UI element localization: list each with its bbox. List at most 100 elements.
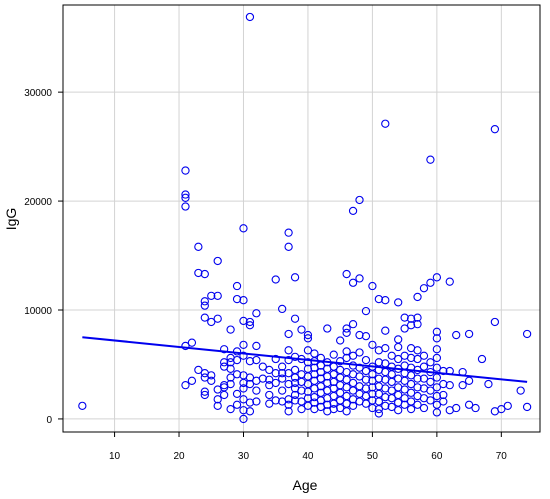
data-point (239, 351, 248, 360)
data-point (413, 354, 422, 364)
data-point (490, 317, 500, 327)
data-point (213, 291, 222, 300)
data-point (200, 297, 209, 306)
data-point (406, 371, 416, 380)
data-point (265, 390, 274, 400)
y-tick-label: 0 (46, 415, 52, 426)
data-point (239, 316, 248, 326)
data-point (239, 395, 248, 404)
data-point (239, 378, 248, 388)
data-point (245, 407, 255, 416)
data-point (387, 402, 396, 412)
data-point (426, 377, 435, 387)
data-point (271, 369, 280, 378)
data-point (361, 399, 371, 408)
data-point (297, 404, 306, 414)
data-point (342, 347, 351, 356)
data-point (426, 396, 435, 405)
plot-frame (62, 4, 541, 433)
data-point (361, 331, 371, 341)
x-tick-label: 20 (173, 451, 185, 462)
data-point (445, 381, 454, 390)
data-point (348, 401, 358, 411)
data-point (284, 329, 293, 339)
data-point (387, 370, 396, 379)
data-point (239, 414, 248, 424)
data-point (355, 348, 364, 357)
data-point (432, 373, 442, 382)
data-point (232, 400, 242, 409)
x-axis-title: Age (293, 477, 318, 493)
data-point (284, 369, 293, 378)
data-point (355, 195, 364, 205)
data-point (336, 357, 345, 366)
data-point (361, 355, 371, 365)
data-point (239, 296, 248, 305)
data-point (471, 403, 480, 413)
data-point (342, 324, 351, 333)
data-point (381, 401, 390, 411)
data-point (181, 190, 190, 199)
data-point (419, 351, 429, 360)
data-point (239, 340, 248, 350)
data-point (342, 383, 351, 392)
data-point (374, 294, 384, 304)
data-point (290, 378, 300, 388)
data-point (368, 281, 377, 291)
data-point (348, 320, 358, 329)
data-point (452, 403, 461, 413)
data-point (303, 330, 313, 340)
data-point (78, 401, 87, 411)
data-point (284, 407, 293, 416)
data-point (213, 395, 222, 404)
data-point (439, 397, 448, 406)
data-point (200, 387, 209, 396)
data-point (226, 373, 235, 382)
data-point (503, 401, 512, 411)
data-point (278, 362, 287, 371)
data-point (271, 396, 280, 405)
data-point (368, 340, 377, 350)
data-point (381, 343, 390, 353)
data-point (252, 309, 261, 318)
data-point (271, 378, 280, 388)
data-point (290, 273, 300, 282)
data-point (278, 304, 287, 314)
axis-ticks (58, 91, 502, 437)
data-points (78, 12, 532, 424)
data-point (490, 125, 500, 134)
data-point (413, 320, 422, 329)
data-point (245, 379, 255, 389)
data-point (400, 376, 409, 385)
data-point (432, 391, 442, 401)
data-point (232, 281, 242, 291)
data-point (297, 325, 306, 334)
data-point (381, 296, 390, 305)
x-tick-label: 30 (238, 451, 250, 462)
data-point (413, 346, 422, 355)
data-point (265, 375, 274, 384)
data-point (368, 389, 377, 399)
data-point (245, 317, 255, 327)
data-point (226, 379, 235, 389)
data-point (432, 353, 442, 363)
data-point (329, 399, 338, 408)
data-point (284, 228, 293, 237)
data-point (432, 334, 442, 343)
data-point (329, 404, 338, 414)
data-point (432, 273, 442, 282)
data-point (310, 349, 319, 358)
data-point (406, 379, 416, 389)
data-point (426, 278, 435, 287)
data-point (239, 384, 248, 393)
data-point (219, 390, 229, 400)
data-point (232, 389, 242, 399)
data-point (239, 406, 248, 415)
data-point (284, 242, 293, 251)
data-point (432, 383, 442, 392)
data-point (406, 314, 416, 323)
data-point (316, 367, 325, 377)
data-point (497, 404, 506, 414)
x-tick-labels: 10 20 30 40 50 60 70 (109, 451, 507, 462)
x-tick-label: 50 (367, 451, 379, 462)
